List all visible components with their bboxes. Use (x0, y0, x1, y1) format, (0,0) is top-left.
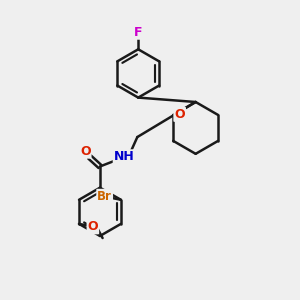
Text: O: O (174, 108, 185, 121)
Text: O: O (88, 220, 98, 233)
Text: NH: NH (114, 150, 134, 163)
Text: F: F (134, 26, 142, 39)
Text: Br: Br (97, 190, 112, 203)
Text: O: O (80, 145, 91, 158)
